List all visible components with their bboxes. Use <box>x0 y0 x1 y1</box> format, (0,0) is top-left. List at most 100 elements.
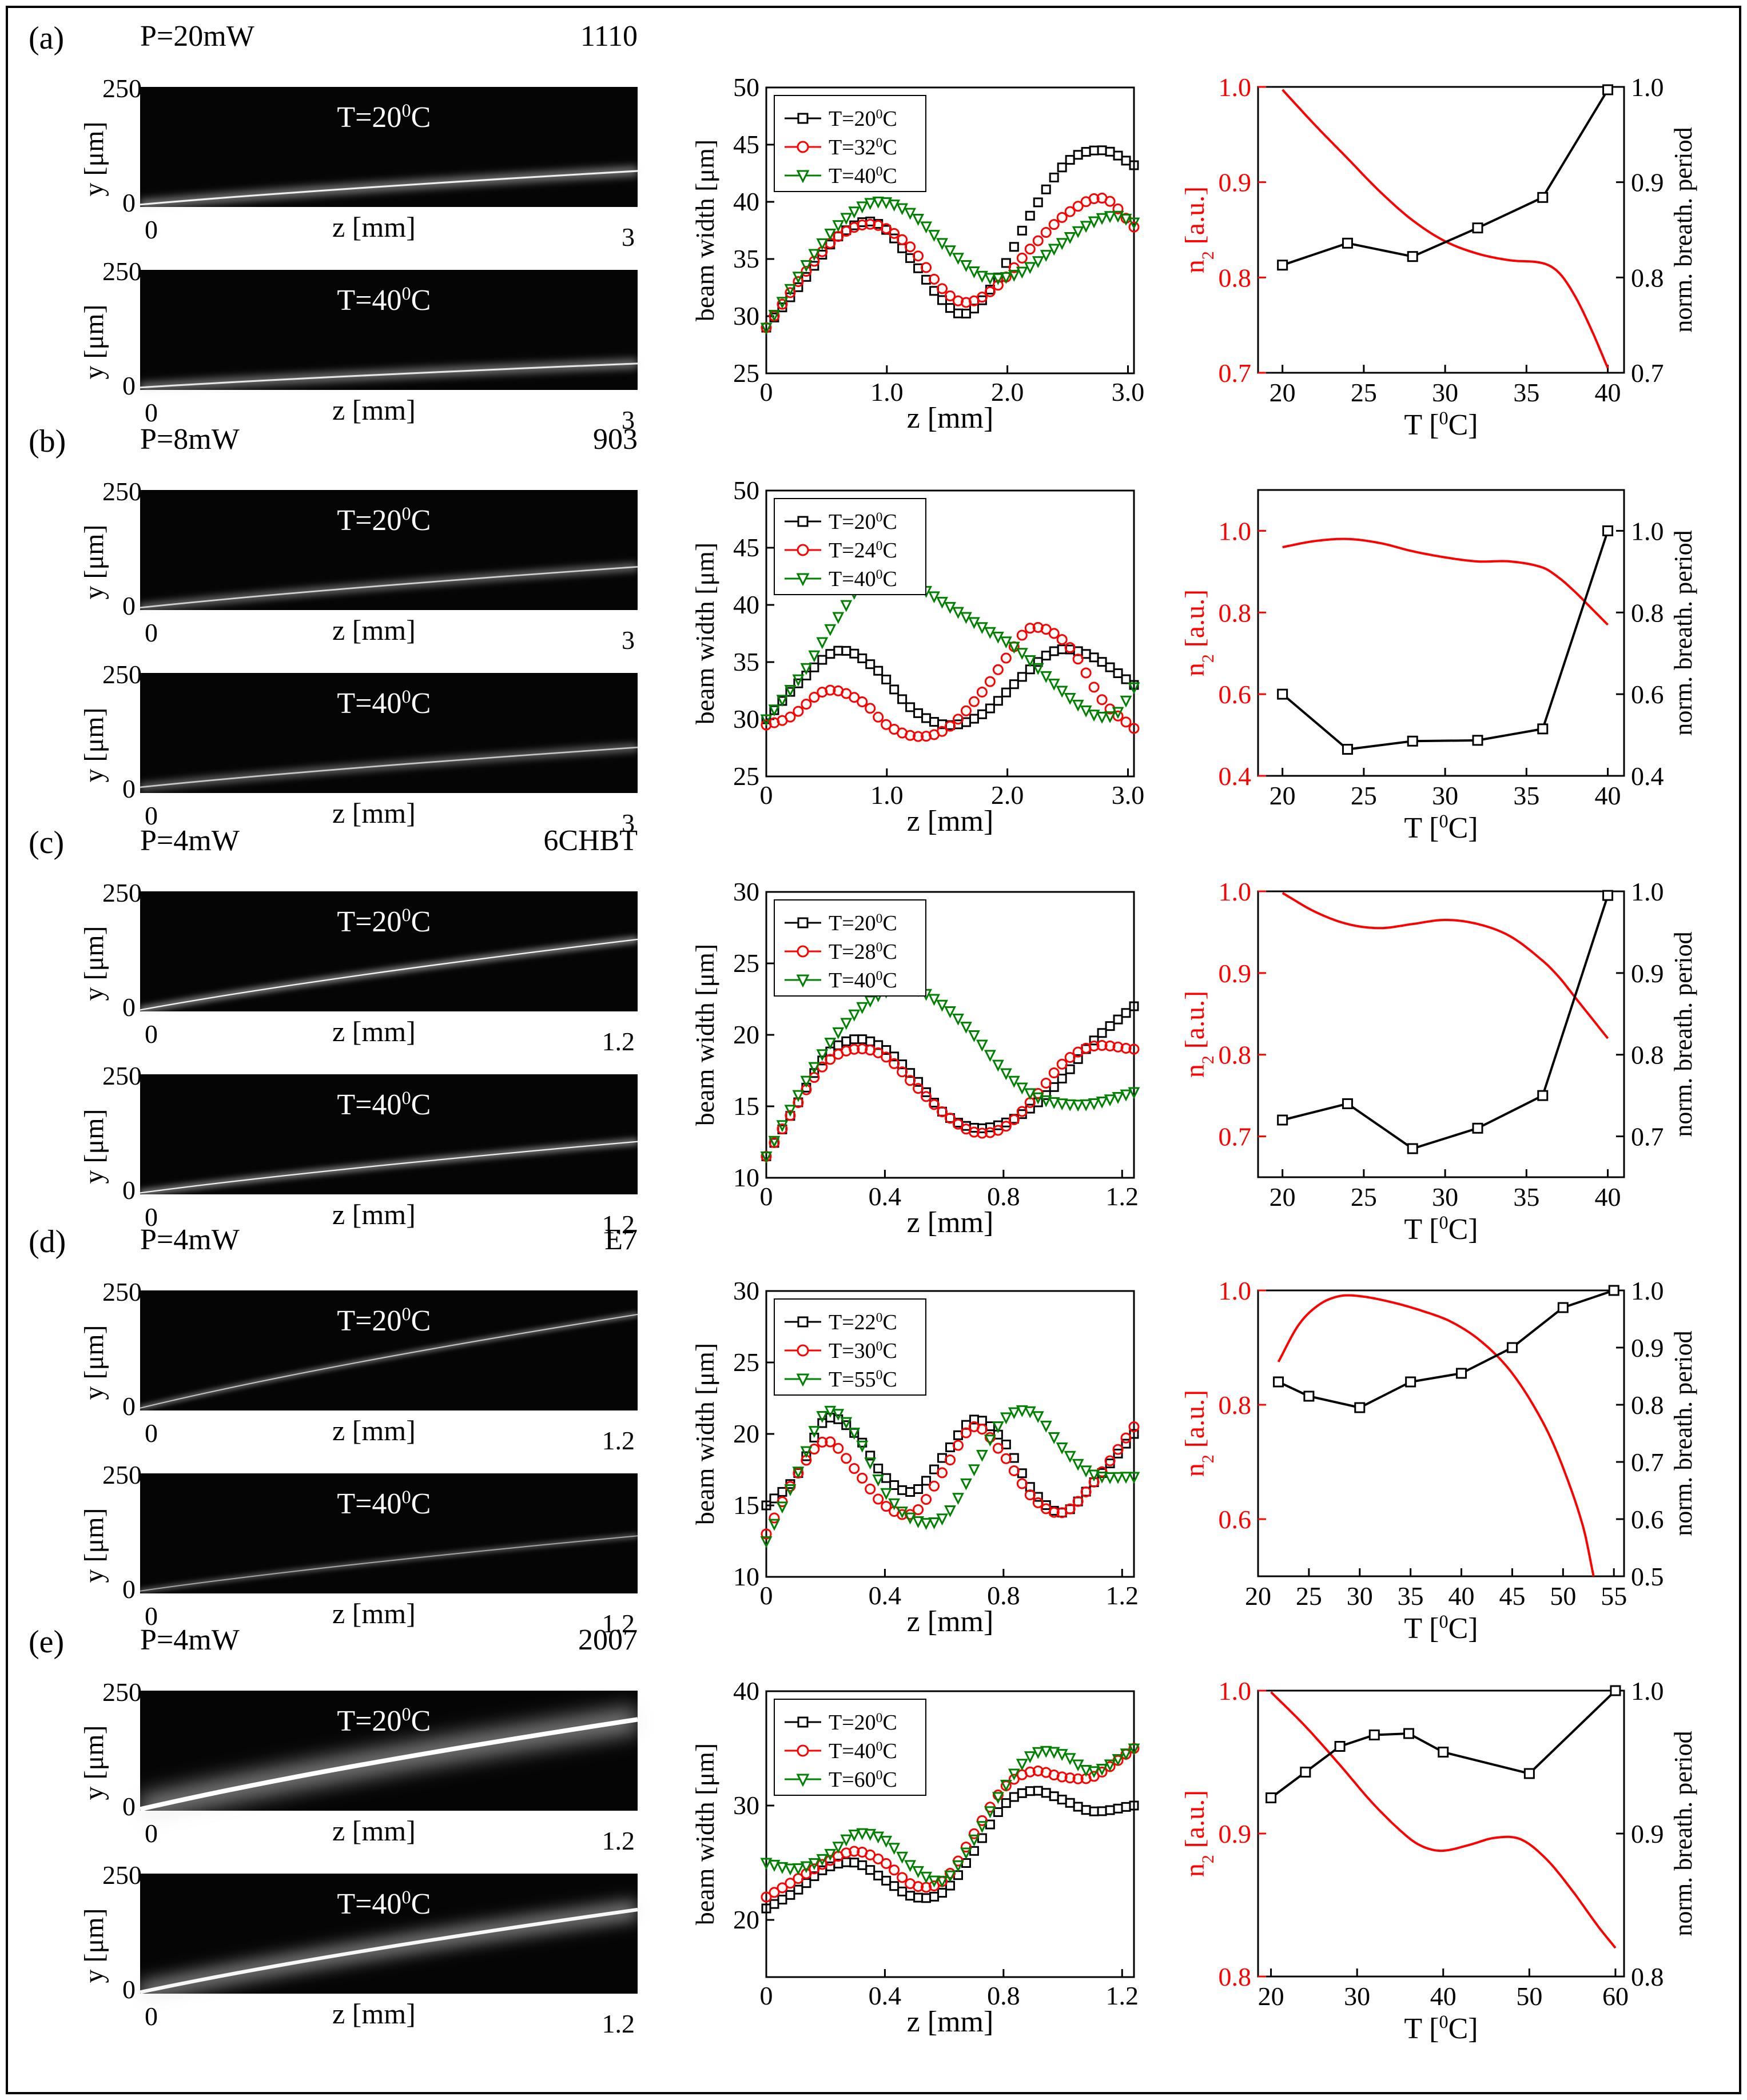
data-point <box>928 230 940 242</box>
y-left-tick-label: 0.6 <box>1219 1505 1252 1534</box>
legend-entry: T=200C <box>785 1711 897 1735</box>
y-tick-label: 45 <box>733 130 759 159</box>
data-point <box>793 1884 803 1895</box>
legend-label: T=400C <box>829 164 897 188</box>
data-point <box>992 273 1004 285</box>
period-point <box>1368 1730 1380 1740</box>
data-point <box>905 730 916 741</box>
data-point <box>921 1476 932 1486</box>
data-point <box>824 1038 837 1050</box>
data-point <box>825 684 836 696</box>
data-point <box>840 1834 853 1847</box>
data-point <box>768 704 781 717</box>
data-point <box>785 711 796 723</box>
beam-series <box>761 1421 1140 1540</box>
data-point <box>784 1863 797 1876</box>
data-point <box>985 703 995 714</box>
image-x-axis-label: z [mm] <box>332 1198 416 1230</box>
legend-marker <box>797 1344 809 1357</box>
period-line <box>1282 89 1609 266</box>
data-point <box>1121 1802 1131 1812</box>
data-point <box>1121 674 1131 684</box>
data-point <box>808 1062 821 1074</box>
data-point <box>792 1863 805 1875</box>
data-point <box>1088 1469 1100 1482</box>
image-x-min-label: 0 <box>145 2002 158 2031</box>
data-point <box>1001 687 1011 698</box>
data-point <box>1104 211 1116 224</box>
data-point <box>1040 1420 1052 1433</box>
y-axis-label: beam width [μm] <box>690 140 719 321</box>
data-point <box>952 714 964 725</box>
data-point <box>1096 1039 1108 1051</box>
beam-core <box>140 1717 638 1812</box>
image-y-max-label: 250 <box>102 1460 142 1489</box>
data-point <box>1008 1768 1020 1781</box>
data-point <box>809 261 819 271</box>
data-point <box>992 631 1004 644</box>
data-point <box>1048 628 1060 639</box>
data-point <box>945 720 956 732</box>
x-tick-label: 0 <box>760 1981 773 2010</box>
data-point <box>1128 1472 1140 1484</box>
data-point <box>984 286 996 297</box>
x-axis-label: T [0C] <box>1404 1611 1478 1645</box>
data-point <box>1032 663 1044 675</box>
image-x-max-label: 1.2 <box>602 1210 635 1239</box>
legend-marker <box>796 1774 810 1787</box>
image-x-min-label: 0 <box>145 1019 158 1049</box>
image-y-min-label: 0 <box>122 1975 136 2004</box>
data-point <box>897 1066 908 1078</box>
period-point <box>1537 723 1549 735</box>
legend-entry: T=400C <box>785 1739 897 1763</box>
data-point <box>1016 1106 1028 1117</box>
data-point <box>1049 646 1059 656</box>
data-point <box>769 1887 780 1898</box>
data-point <box>825 1054 836 1065</box>
x-tick-label: 0 <box>760 1581 773 1610</box>
data-point <box>976 1449 988 1462</box>
image-y-axis-label: y [μm] <box>79 1908 109 1983</box>
data-point <box>1016 1478 1028 1489</box>
data-point <box>1001 258 1011 268</box>
image-x-axis-label: z [mm] <box>332 1015 416 1047</box>
data-point <box>929 1880 940 1891</box>
legend-marker <box>796 170 810 184</box>
legend-entry: T=400C <box>785 164 897 188</box>
y-left-tick-label: 1.0 <box>1219 73 1252 102</box>
data-point <box>865 218 876 230</box>
legend: T=200C T=280C T=400C <box>774 899 926 997</box>
data-point <box>1024 1406 1036 1418</box>
legend-marker <box>797 544 809 556</box>
data-point <box>817 1436 828 1448</box>
y-tick-label: 30 <box>733 1276 759 1305</box>
image-y-min-label: 0 <box>122 188 136 217</box>
data-point <box>769 1899 779 1909</box>
data-point <box>873 1493 884 1505</box>
plot-frame <box>765 489 1135 778</box>
period-point <box>1610 1685 1621 1696</box>
image-x-max-label: 1.2 <box>602 1826 635 1855</box>
x-tick-label: 40 <box>1595 1182 1621 1212</box>
data-point <box>1009 679 1019 690</box>
data-point <box>1072 1099 1084 1112</box>
data-point <box>897 1485 908 1495</box>
panel-label: (e) <box>29 1624 64 1660</box>
data-point <box>848 1009 861 1022</box>
data-point <box>1065 1798 1075 1808</box>
n2-period-chart: 20 25 30 35 40 0.7 0.8 0.9 1.0 0.7 0.8 0.9 1.0 T [0C]… <box>1180 73 1697 441</box>
image-x-axis-label: z [mm] <box>332 797 416 829</box>
period-point <box>1557 1302 1569 1313</box>
power-label: P=4mW <box>140 1624 240 1656</box>
beam-image: T=400C 250 0 y [μm] 0 z [mm] 3 <box>79 257 638 435</box>
data-point <box>808 1858 821 1870</box>
legend-label: T=220C <box>829 1310 897 1334</box>
data-point <box>777 1882 788 1894</box>
beam-width-chart: 0 0.4 0.8 1.2 10 15 20 25 30 z [mm] beam width [μm… <box>690 877 1140 1239</box>
data-point <box>1064 1503 1076 1515</box>
data-point <box>960 1478 972 1491</box>
y-tick-label: 20 <box>733 1020 759 1049</box>
data-point <box>777 1123 788 1134</box>
